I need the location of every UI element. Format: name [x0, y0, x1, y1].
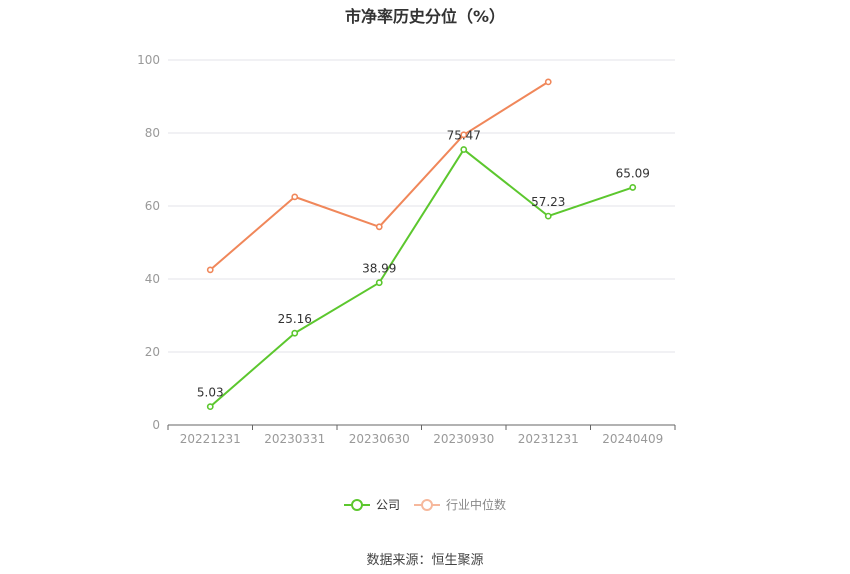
y-tick-label: 80 [145, 126, 160, 140]
data-label: 57.23 [531, 195, 565, 209]
company-data-point[interactable] [206, 403, 214, 411]
x-tick-label: 20231231 [518, 432, 579, 446]
data-label: 5.03 [197, 386, 224, 400]
legend-item-company[interactable]: 公司 [343, 496, 400, 513]
industry-data-point[interactable] [375, 223, 383, 231]
legend: 公司 行业中位数 [0, 496, 850, 513]
industry-data-point[interactable] [544, 78, 552, 86]
industry-data-point[interactable] [206, 266, 214, 274]
data-source-note: 数据来源：恒生聚源 [366, 553, 484, 568]
company-data-point[interactable] [544, 212, 552, 220]
legend-company-label: 公司 [375, 498, 400, 512]
chart-title: 市净率历史分位（%） [344, 7, 506, 26]
x-tick-label: 20240409 [602, 432, 663, 446]
x-tick-label: 20230331 [264, 432, 325, 446]
y-tick-label: 40 [145, 272, 160, 286]
company-data-point[interactable] [460, 146, 468, 153]
industry-data-point[interactable] [460, 131, 468, 139]
y-tick-label: 20 [145, 345, 160, 359]
x-tick-label: 20230930 [433, 432, 494, 446]
y-tick-label: 100 [137, 53, 160, 67]
legend-industry-marker-icon [414, 498, 440, 512]
data-label: 75.47 [447, 129, 481, 143]
legend-company-marker-icon [343, 498, 370, 512]
y-tick-label: 60 [145, 199, 160, 213]
legend-industry-label: 行业中位数 [446, 498, 507, 512]
data-label: 25.16 [278, 312, 312, 326]
legend-item-industry[interactable]: 行业中位数 [414, 496, 506, 513]
data-label: 38.99 [362, 262, 396, 276]
x-tick-label: 20230630 [349, 432, 410, 446]
industry-data-point[interactable] [291, 193, 299, 201]
company-data-point[interactable] [375, 279, 383, 287]
y-tick-label: 0 [152, 418, 160, 432]
x-tick-label: 20221231 [180, 432, 241, 446]
company-data-point[interactable] [291, 329, 299, 337]
data-label: 65.09 [616, 166, 650, 180]
company-series-line [209, 148, 634, 408]
company-data-point[interactable] [629, 184, 637, 191]
